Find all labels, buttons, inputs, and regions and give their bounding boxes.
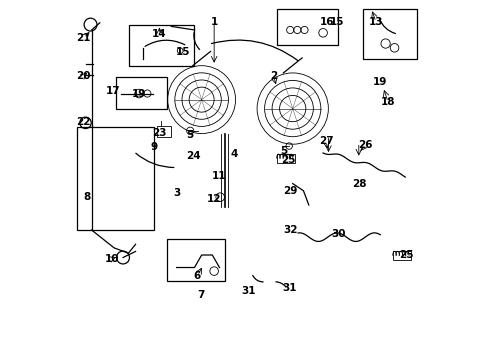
Text: 15: 15 (329, 17, 344, 27)
Bar (157, 126, 171, 137)
Text: 2: 2 (269, 71, 277, 81)
Text: 14: 14 (152, 29, 166, 39)
Bar (128, 25, 194, 66)
Text: 13: 13 (368, 17, 383, 27)
Text: 23: 23 (152, 128, 166, 138)
Bar (166, 239, 225, 281)
Text: 22: 22 (76, 117, 91, 127)
Text: 5: 5 (186, 130, 193, 140)
Bar (363, 9, 417, 59)
Text: 3: 3 (173, 188, 181, 198)
Text: 5: 5 (279, 146, 286, 156)
Text: 17: 17 (105, 86, 120, 96)
Text: 18: 18 (380, 97, 394, 107)
Text: 26: 26 (357, 140, 372, 150)
Text: 1: 1 (210, 17, 217, 27)
Text: 31: 31 (241, 287, 256, 296)
Text: 6: 6 (193, 271, 201, 281)
Text: 25: 25 (398, 250, 412, 260)
Text: 28: 28 (351, 179, 366, 189)
Text: 20: 20 (76, 71, 91, 81)
Text: 32: 32 (283, 225, 297, 235)
Text: 29: 29 (283, 186, 297, 197)
Text: 30: 30 (330, 229, 345, 239)
Bar (392, 251, 410, 260)
Text: 19: 19 (371, 77, 386, 87)
Text: 19: 19 (132, 89, 146, 99)
Text: 8: 8 (83, 192, 90, 202)
Text: 24: 24 (186, 151, 201, 161)
Bar (116, 77, 166, 109)
Bar (276, 9, 337, 45)
Text: 4: 4 (230, 149, 237, 159)
Text: 21: 21 (76, 33, 91, 43)
Text: 16: 16 (320, 17, 334, 27)
Text: 7: 7 (197, 290, 204, 300)
Text: 11: 11 (211, 171, 225, 181)
Text: 15: 15 (176, 47, 190, 57)
Text: 10: 10 (105, 253, 120, 264)
Text: 31: 31 (281, 283, 296, 293)
Text: 12: 12 (206, 194, 221, 203)
Text: 27: 27 (318, 136, 333, 147)
Bar (276, 154, 294, 163)
Bar (77, 127, 154, 230)
Text: 25: 25 (280, 156, 295, 165)
Text: 9: 9 (151, 142, 158, 152)
